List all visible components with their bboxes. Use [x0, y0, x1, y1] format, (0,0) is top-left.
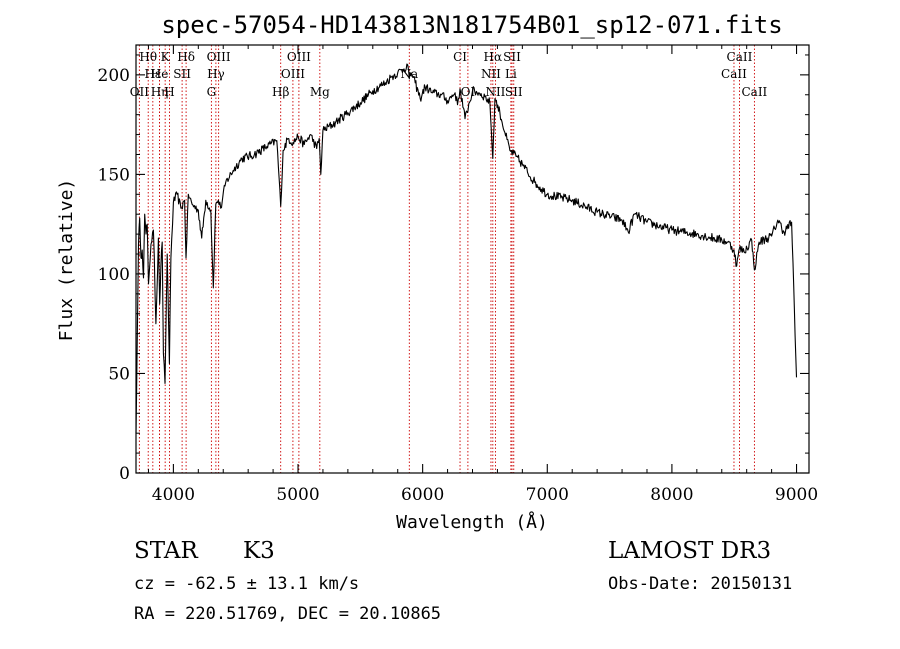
x-axis-label: Wavelength (Å): [396, 511, 548, 533]
spectral-line-label: Li: [505, 67, 517, 81]
y-tick-label: 100: [98, 265, 130, 285]
y-tick-label: 200: [98, 66, 130, 86]
spectral-line-label: Hδ: [177, 50, 195, 64]
spectral-line-label: CaII: [727, 50, 753, 64]
redshift-text: cz = -62.5 ± 13.1 km/s: [134, 574, 360, 594]
spectral-line-label: CI: [453, 50, 467, 64]
spectral-line-label: OIII: [207, 50, 231, 64]
spectral-line-label: Hε: [144, 67, 161, 81]
spectral-line-label: CaII: [721, 67, 747, 81]
spectral-line-label: Hα: [484, 50, 503, 64]
spectral-line-label: G: [207, 85, 217, 99]
obs-date-text: Obs-Date: 20150131: [608, 574, 793, 594]
coordinates-text: RA = 220.51769, DEC = 20.10865: [134, 604, 442, 624]
spectral-line-label: H: [164, 85, 174, 99]
spectral-line-label: Hθ: [139, 50, 157, 64]
x-tick-label: 5000: [276, 485, 319, 505]
x-tick-label: 9000: [775, 485, 818, 505]
plot-frame: [135, 44, 810, 474]
spectral-line-label: He: [151, 67, 169, 81]
y-tick-label: 0: [119, 464, 130, 484]
y-axis-ticks: 0 50 100 150 200: [98, 54, 809, 484]
spectral-line-label: OIII: [287, 50, 311, 64]
spectral-line-label: NII: [481, 67, 501, 81]
survey-name: LAMOST DR3: [608, 538, 772, 564]
spectral-line-label: Mg: [310, 85, 330, 99]
spectral-line-label: SII: [503, 50, 521, 64]
object-type: STAR: [134, 538, 198, 564]
spectral-line-label: SII: [173, 67, 191, 81]
x-tick-label: 7000: [526, 485, 569, 505]
spectral-line-label: Hγ: [207, 67, 225, 81]
x-axis-ticks: 4000 5000 6000 7000 8000 9000: [147, 45, 818, 505]
spectral-line-label: OIII: [281, 67, 305, 81]
spectrum-line: [135, 63, 798, 434]
x-tick-label: 6000: [401, 485, 444, 505]
spectral-line-label: K: [161, 50, 171, 64]
y-tick-label: 150: [98, 165, 130, 185]
spectral-line-label: CaII: [741, 85, 767, 99]
x-tick-label: 8000: [650, 485, 693, 505]
spectral-line-label: Hβ: [272, 85, 289, 99]
chart-title: spec-57054-HD143813N181754B01_sp12-071.f…: [161, 11, 782, 39]
y-axis-label: Flux (relative): [56, 179, 77, 342]
spectral-line-label: Hη: [151, 85, 169, 99]
spectral-line-label: OII: [130, 85, 150, 99]
object-subclass: K3: [243, 538, 275, 564]
spectral-line-label: NII: [485, 85, 505, 99]
spectral-line-label: SII: [505, 85, 523, 99]
x-tick-label: 4000: [152, 485, 195, 505]
y-tick-label: 50: [108, 364, 130, 384]
annotation-lines: [138, 45, 755, 473]
